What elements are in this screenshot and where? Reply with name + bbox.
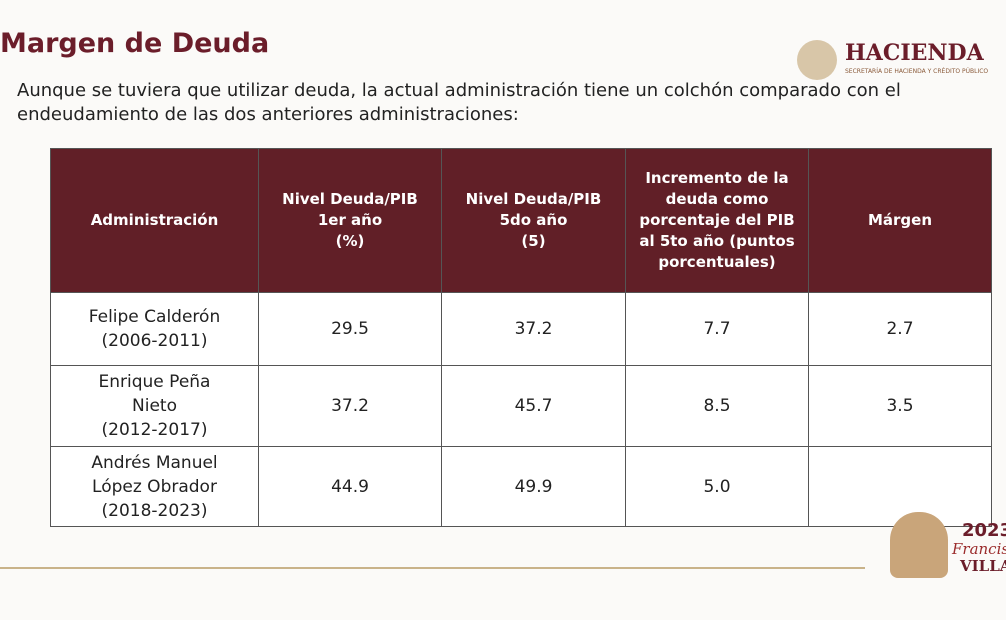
column-header: Márgen: [808, 148, 992, 293]
table-row: Enrique Peña Nieto (2012-2017) 37.2 45.7 8.…: [50, 365, 992, 447]
table-cell: 2.7: [808, 292, 992, 366]
table-cell: 37.2: [258, 365, 442, 447]
column-header: Nivel Deuda/PIB 5do año (5): [441, 148, 626, 293]
slide-title: Margen de Deuda: [0, 28, 270, 59]
table-cell: 29.5: [258, 292, 442, 366]
footer-surname: VILLA: [960, 557, 1006, 575]
table-cell: 37.2: [441, 292, 626, 366]
table-cell: Felipe Calderón (2006-2011): [50, 292, 259, 366]
logo-subtitle: SECRETARÍA DE HACIENDA Y CRÉDITO PÚBLICO: [845, 68, 989, 75]
table-cell: 44.9: [258, 446, 442, 527]
table-cell: 45.7: [441, 365, 626, 447]
table-row: Andrés Manuel López Obrador (2018-2023) 4…: [50, 446, 992, 527]
column-header: Nivel Deuda/PIB 1er año (%): [258, 148, 442, 293]
column-header: Incremento de la deuda como porcentaje d…: [625, 148, 809, 293]
table-cell: 49.9: [441, 446, 626, 527]
debt-table: Administración Nivel Deuda/PIB 1er año (%…: [50, 148, 992, 527]
column-header: Administración: [50, 148, 259, 293]
table-cell: Enrique Peña Nieto (2012-2017): [50, 365, 259, 447]
logo: HACIENDA: [845, 40, 984, 66]
header-row: Administración Nivel Deuda/PIB 1er año (%…: [50, 148, 992, 293]
table-cell: 7.7: [625, 292, 809, 366]
table-cell: 5.0: [625, 446, 809, 527]
divider: [0, 567, 865, 569]
table-cell: 8.5: [625, 365, 809, 447]
footer-name: Francisco: [952, 540, 1006, 558]
table-cell: 3.5: [808, 365, 992, 447]
table-cell: Andrés Manuel López Obrador (2018-2023): [50, 446, 259, 527]
footer-year: 2023: [962, 520, 1006, 541]
emblem: [797, 40, 837, 80]
subtitle: Aunque se tuviera que utilizar deuda, la…: [17, 80, 901, 125]
table-row: Felipe Calderón (2006-2011) 29.5 37.2 7.7 2.…: [50, 292, 992, 366]
table-cell: [808, 446, 992, 527]
portrait: [890, 512, 948, 578]
